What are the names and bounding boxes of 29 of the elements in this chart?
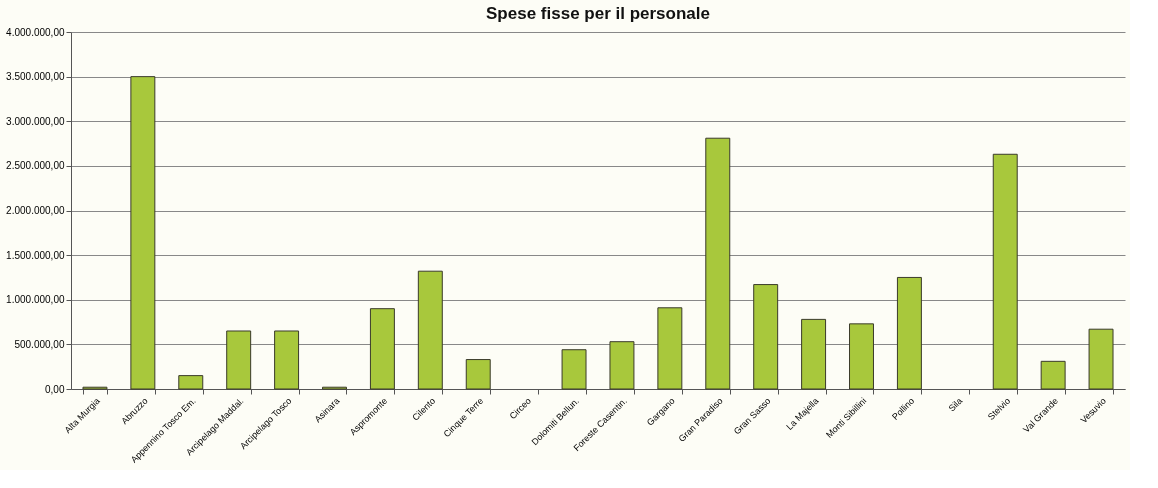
x-tick-label: Sila (946, 395, 965, 414)
bar (705, 137, 731, 390)
y-tick-label: 500.000,00 (14, 338, 65, 350)
y-tick-label: 1.000.000,00 (6, 294, 65, 306)
bar (992, 153, 1018, 390)
y-tick-label: 4.000.000,00 (6, 26, 65, 38)
bar (130, 76, 156, 390)
y-tick-label: 3.000.000,00 (6, 115, 65, 127)
bar (849, 323, 874, 390)
bar (178, 375, 204, 390)
bar (369, 308, 395, 390)
bar (1088, 328, 1114, 390)
chart-title: Spese fisse per il personale (486, 4, 710, 23)
bar (274, 330, 300, 390)
bar (896, 276, 922, 390)
bar (465, 359, 491, 390)
bar (801, 318, 827, 390)
bar (657, 307, 683, 390)
bar (1040, 360, 1066, 390)
bar (753, 284, 779, 390)
bar (226, 330, 252, 390)
y-tick-label: 0,00 (45, 383, 65, 395)
y-tick-label: 3.500.000,00 (6, 71, 65, 83)
bar (609, 341, 635, 390)
y-tick-label: 2.000.000,00 (6, 205, 65, 216)
y-tick-label: 2.500.000,00 (6, 160, 65, 172)
bar (561, 349, 587, 390)
bar (417, 270, 443, 390)
y-tick-label: 1.500.000,00 (6, 249, 65, 261)
